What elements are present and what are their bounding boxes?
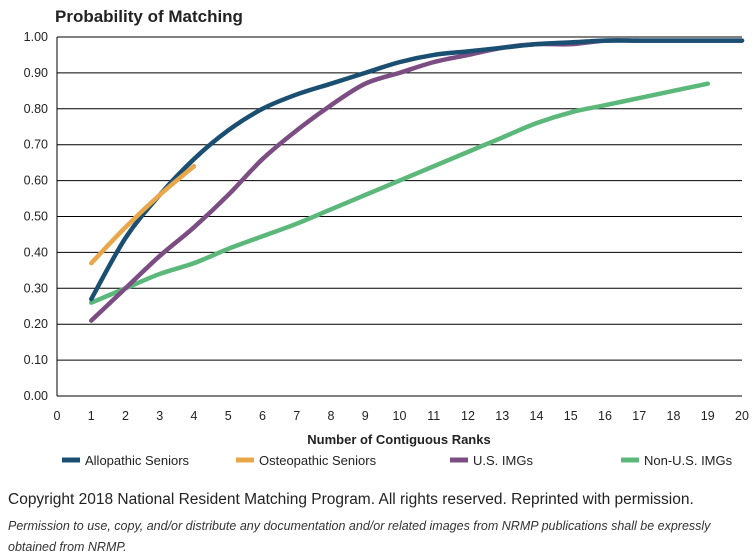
y-tick-label: 0.50 [24,210,48,224]
x-tick-label: 11 [427,409,440,423]
x-tick-label: 2 [122,409,129,423]
y-tick-label: 0.40 [24,245,48,259]
series-line-allopathic-seniors [89,38,745,302]
legend-label: Allopathic Seniors [85,453,190,468]
y-tick-label: 0.00 [24,389,48,403]
legend-label: Non-U.S. IMGs [644,453,733,468]
series-line-osteopathic-seniors [89,163,197,266]
x-tick-label: 18 [667,409,681,423]
x-tick-label: 10 [393,409,407,423]
y-tick-label: 0.70 [24,138,48,152]
x-tick-label: 13 [495,409,509,423]
copyright-text: Copyright 2018 National Resident Matchin… [8,491,694,508]
y-tick-label: 0.90 [24,66,48,80]
x-tick-label: 0 [54,409,61,423]
y-tick-label: 0.60 [24,174,48,188]
x-tick-label: 7 [293,409,300,423]
series-line-non-u-s-imgs [89,81,710,305]
y-tick-label: 0.80 [24,102,48,116]
chart-title: Probability of Matching [55,7,243,26]
y-tick-label: 1.00 [24,30,48,44]
x-tick-label: 20 [735,409,749,423]
x-tick-label: 12 [461,409,475,423]
y-tick-label: 0.20 [24,317,48,331]
legend-label: Osteopathic Seniors [259,453,377,468]
x-tick-label: 6 [259,409,266,423]
x-tick-label: 3 [156,409,163,423]
x-tick-label: 19 [701,409,715,423]
legend-label: U.S. IMGs [473,453,533,468]
y-tick-label: 0.30 [24,281,48,295]
x-axis: 0 1 2 3 4 5 6 7 8 9 10 11 12 13 14 15 16 17 18 19 20 [54,409,749,423]
x-tick-label: 15 [564,409,578,423]
x-tick-label: 9 [362,409,369,423]
permission-text: Permission to use, copy, and/or distribu… [8,519,711,554]
legend: Allopathic Seniors Osteopathic Seniors U.S… [62,453,733,468]
series-lines [89,38,745,323]
chart: Probability of Matching 0.00 0.10 0.20 0.30… [24,7,749,468]
x-tick-label: 4 [191,409,198,423]
x-tick-label: 8 [328,409,335,423]
x-tick-label: 17 [632,409,646,423]
y-tick-label: 0.10 [24,353,48,367]
x-axis-title: Number of Contiguous Ranks [307,432,490,447]
x-tick-label: 5 [225,409,232,423]
grid [56,36,742,397]
x-tick-label: 1 [88,409,95,423]
x-tick-label: 14 [530,409,544,423]
y-axis: 0.00 0.10 0.20 0.30 0.40 0.50 0.60 0.70 0.80 0.90… [24,30,48,403]
x-tick-label: 16 [598,409,612,423]
